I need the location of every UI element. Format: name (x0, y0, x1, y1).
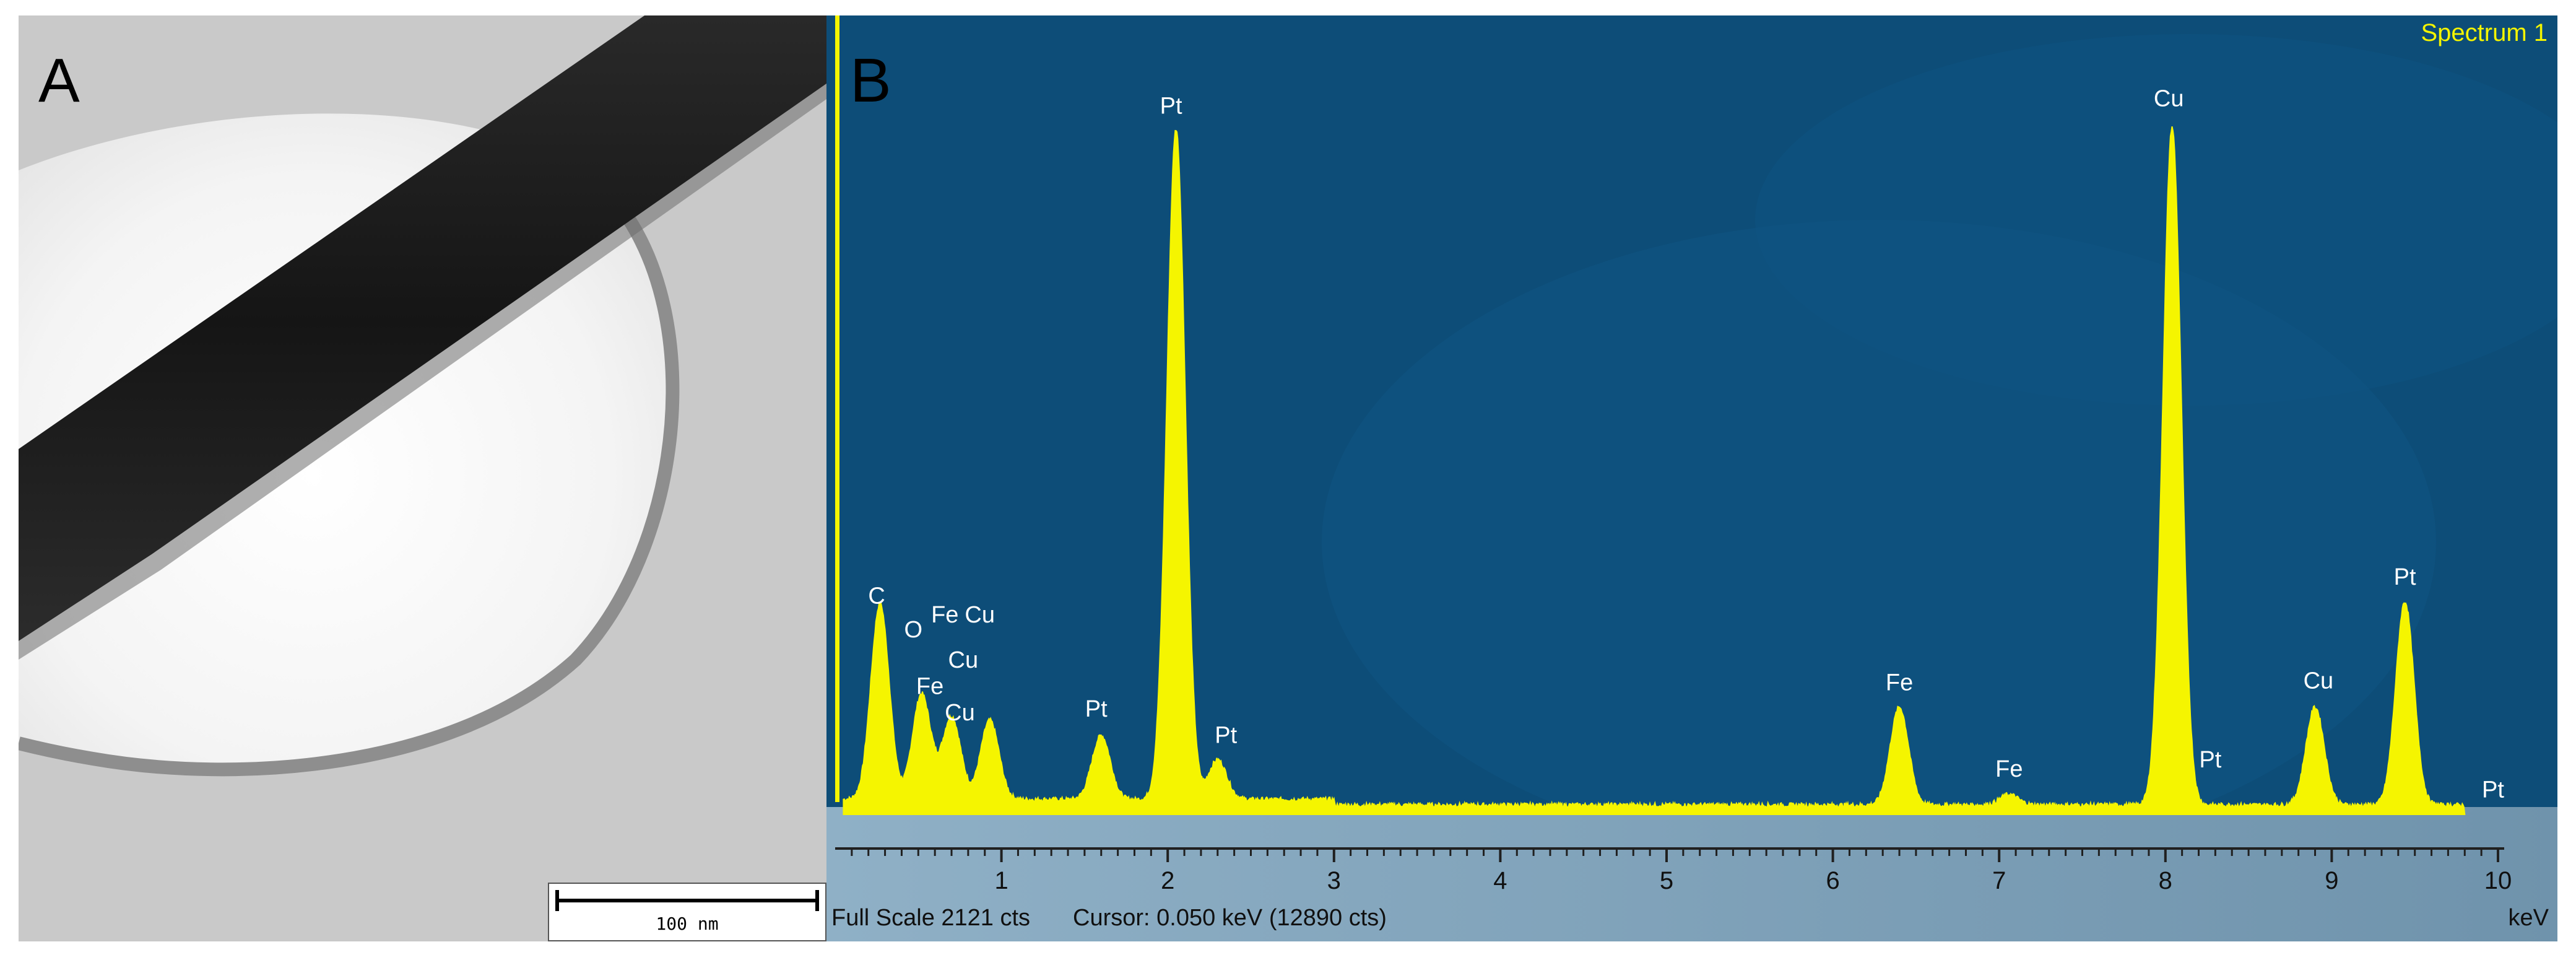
peak-label-cu: Cu (945, 700, 975, 726)
tem-micrograph-panel: A 100 nm (19, 15, 826, 941)
status-bar: Full Scale 2121 cts Cursor: 0.050 keV (1… (826, 897, 2557, 941)
axis-area (826, 807, 2557, 941)
peak-label-pt: Pt (1215, 722, 1237, 748)
peak-label-cu: Cu (965, 602, 995, 628)
peak-label-pt: Pt (2199, 747, 2221, 773)
peak-label-fe: Fe (931, 602, 958, 628)
cursor-readout: Cursor: 0.050 keV (12890 cts) (1073, 905, 1387, 931)
panel-letter-b: B (850, 46, 891, 115)
x-tick-label: 5 (1660, 867, 1673, 894)
peak-label-fe: Fe (1886, 670, 1913, 696)
peak-label-cu: Cu (2304, 668, 2334, 694)
peak-label-pt: Pt (2394, 564, 2416, 590)
x-tick-label: 6 (1826, 867, 1839, 894)
x-axis-ticks: 1 2 3 4 5 6 7 8 9 10 (851, 849, 2512, 894)
peak-label-pt: Pt (2482, 777, 2504, 803)
full-scale-readout: Full Scale 2121 cts (831, 905, 1031, 931)
x-tick-label: 1 (994, 867, 1008, 894)
x-axis-unit-label: keV (2508, 905, 2549, 931)
eds-spectrum-panel: 1 2 3 4 5 6 7 8 9 10 C O Fe Cu Cu Fe Cu Pt Pt Pt Fe Fe Cu Pt Cu… (826, 15, 2557, 941)
x-tick-label: 8 (2159, 867, 2172, 894)
peak-label-cu: Cu (948, 647, 979, 673)
x-tick-label: 3 (1327, 867, 1341, 894)
panel-letter-a: A (38, 46, 80, 115)
nanowire-coating (19, 84, 826, 660)
tem-image (19, 15, 826, 941)
peak-label-pt: Pt (1085, 696, 1108, 722)
peak-label-fe: Fe (1995, 756, 2023, 782)
scale-bar-line (555, 890, 819, 911)
x-tick-label: 7 (1992, 867, 2006, 894)
peak-label-c: C (868, 583, 885, 609)
film-hole-rim (19, 145, 680, 777)
nanowire (19, 15, 826, 641)
background-shade (1755, 34, 2557, 406)
x-tick-label: 9 (2325, 867, 2338, 894)
peak-label-fe: Fe (916, 673, 943, 699)
x-tick-label: 4 (1493, 867, 1507, 894)
x-tick-label: 2 (1161, 867, 1174, 894)
peak-label-o: O (904, 617, 922, 643)
spectrum-name: Spectrum 1 (2421, 19, 2548, 46)
peak-label-cu: Cu (2154, 86, 2184, 112)
x-tick-label: 10 (2484, 867, 2512, 894)
spectrum-marker-line[interactable] (835, 15, 839, 802)
peak-label-pt: Pt (1160, 94, 1182, 120)
scale-bar: 100 nm (548, 883, 826, 941)
spectrum-trace (843, 126, 2466, 815)
scale-bar-label: 100 nm (656, 914, 719, 934)
